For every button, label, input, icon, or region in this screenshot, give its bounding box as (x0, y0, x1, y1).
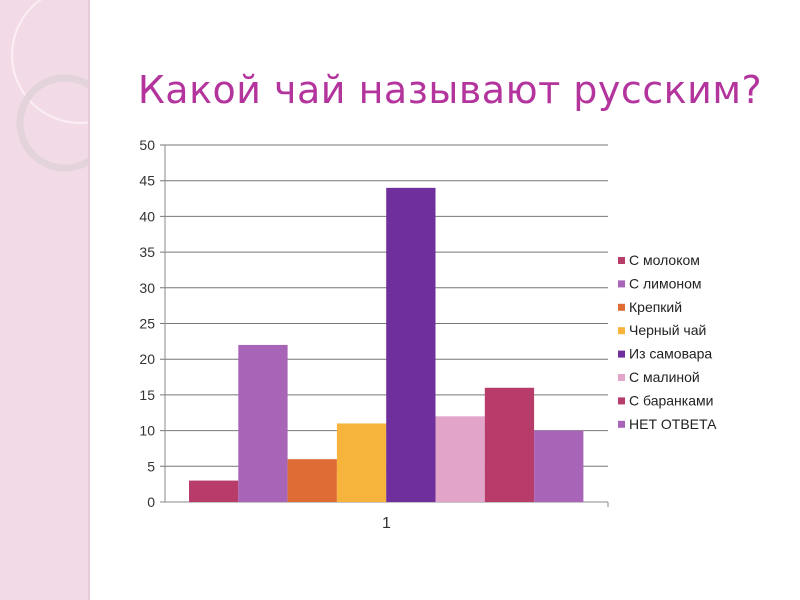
legend-label: С малиной (629, 369, 700, 385)
y-tick-label: 15 (139, 387, 155, 403)
bar-2 (238, 344, 288, 502)
decorative-side-strip (0, 0, 90, 600)
y-tick-label: 25 (139, 316, 155, 332)
legend-swatch (618, 280, 625, 288)
legend-swatch (618, 420, 625, 428)
bar-1 (189, 480, 239, 502)
legend-swatch (618, 350, 625, 358)
bar-3 (287, 459, 337, 502)
legend-swatch (618, 327, 625, 335)
legend-label: С баранками (629, 392, 713, 408)
y-tick-label: 35 (139, 244, 155, 260)
legend-label: Черный чай (629, 322, 706, 338)
bar-7 (484, 387, 535, 502)
y-tick-label: 40 (139, 208, 155, 224)
y-tick-label: 0 (147, 494, 155, 510)
legend-swatch (618, 303, 625, 311)
bar-4 (336, 423, 387, 502)
y-tick-label: 30 (139, 280, 155, 296)
y-tick-label: 10 (139, 423, 155, 439)
x-category-label: 1 (382, 515, 391, 532)
legend-label: Из самовара (629, 346, 712, 362)
y-tick-label: 20 (139, 351, 155, 367)
slide-title: Какой чай называют русским? (137, 68, 763, 112)
legend-swatch (618, 397, 625, 405)
bar-6 (435, 416, 485, 502)
legend-swatch (618, 374, 625, 381)
bar-5 (386, 187, 436, 502)
legend-label: С лимоном (629, 275, 702, 291)
y-tick-label: 50 (139, 137, 155, 153)
legend-label: Крепкий (629, 299, 682, 315)
y-tick-label: 45 (139, 173, 155, 189)
legend-swatch (618, 257, 625, 264)
decorative-circles (11, 0, 88, 172)
y-tick-label: 5 (147, 458, 155, 474)
legend-label: НЕТ ОТВЕТА (629, 416, 717, 432)
legend-label: С молоком (629, 252, 700, 268)
bar-8 (534, 430, 584, 502)
